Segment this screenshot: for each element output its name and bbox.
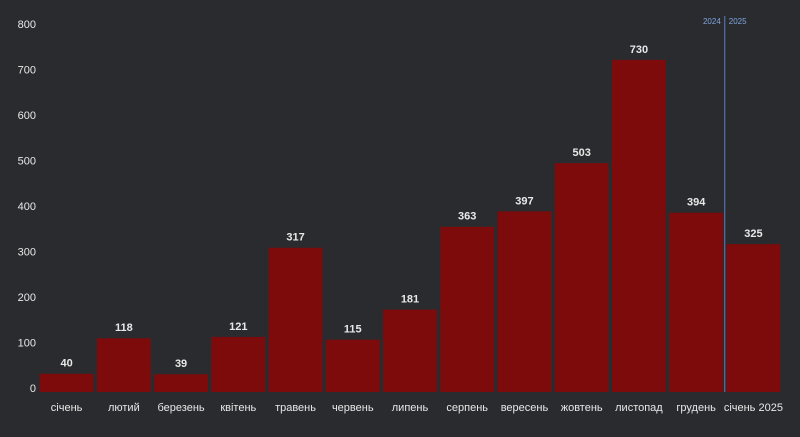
x-tick-label: жовтень: [561, 402, 603, 414]
bar: [96, 338, 151, 392]
y-tick-label: 0: [30, 383, 36, 395]
y-tick-label: 500: [18, 155, 36, 167]
bar: [383, 309, 437, 392]
bar: [39, 373, 94, 392]
bar: [268, 247, 323, 392]
value-label: 40: [60, 358, 72, 370]
value-label: 730: [630, 44, 648, 56]
x-tick-label: червень: [332, 402, 374, 414]
bar: [726, 244, 781, 392]
value-label: 115: [344, 324, 362, 336]
y-tick-label: 700: [18, 64, 36, 76]
x-tick-label: вересень: [501, 402, 549, 414]
y-tick-label: 200: [18, 292, 36, 304]
x-tick-label: січень: [51, 402, 83, 414]
x-tick-label: грудень: [676, 402, 716, 414]
value-label: 503: [573, 147, 591, 159]
x-tick-label: серпень: [446, 402, 488, 414]
bar: [211, 336, 266, 392]
y-tick-label: 300: [18, 246, 36, 258]
y-tick-label: 400: [18, 201, 36, 213]
x-tick-label: травень: [275, 402, 316, 414]
x-tick-label: січень 2025: [724, 402, 783, 414]
annotation: 2025: [729, 17, 747, 26]
value-label: 118: [115, 322, 133, 334]
value-label: 394: [687, 197, 706, 209]
y-tick-label: 800: [18, 19, 36, 31]
bar: [325, 339, 380, 392]
value-label: 39: [175, 358, 187, 370]
bar: [669, 212, 724, 392]
value-label: 325: [744, 228, 762, 240]
bar: [497, 211, 552, 392]
x-tick-label: лютий: [108, 402, 140, 414]
value-label: 317: [286, 232, 304, 244]
bar: [612, 59, 666, 392]
y-tick-label: 600: [18, 110, 36, 122]
value-label: 363: [458, 211, 476, 223]
bar: [154, 374, 208, 392]
value-label: 397: [515, 195, 533, 207]
x-tick-label: квітень: [220, 402, 256, 414]
x-tick-label: липень: [392, 402, 429, 414]
value-label: 121: [229, 321, 247, 333]
bar: [440, 226, 495, 392]
x-tick-label: листопад: [615, 402, 663, 414]
x-tick-label: березень: [158, 402, 205, 414]
value-label: 181: [401, 294, 419, 306]
annotation: 2024: [703, 17, 721, 26]
y-tick-label: 100: [18, 337, 36, 349]
bar: [554, 163, 609, 392]
